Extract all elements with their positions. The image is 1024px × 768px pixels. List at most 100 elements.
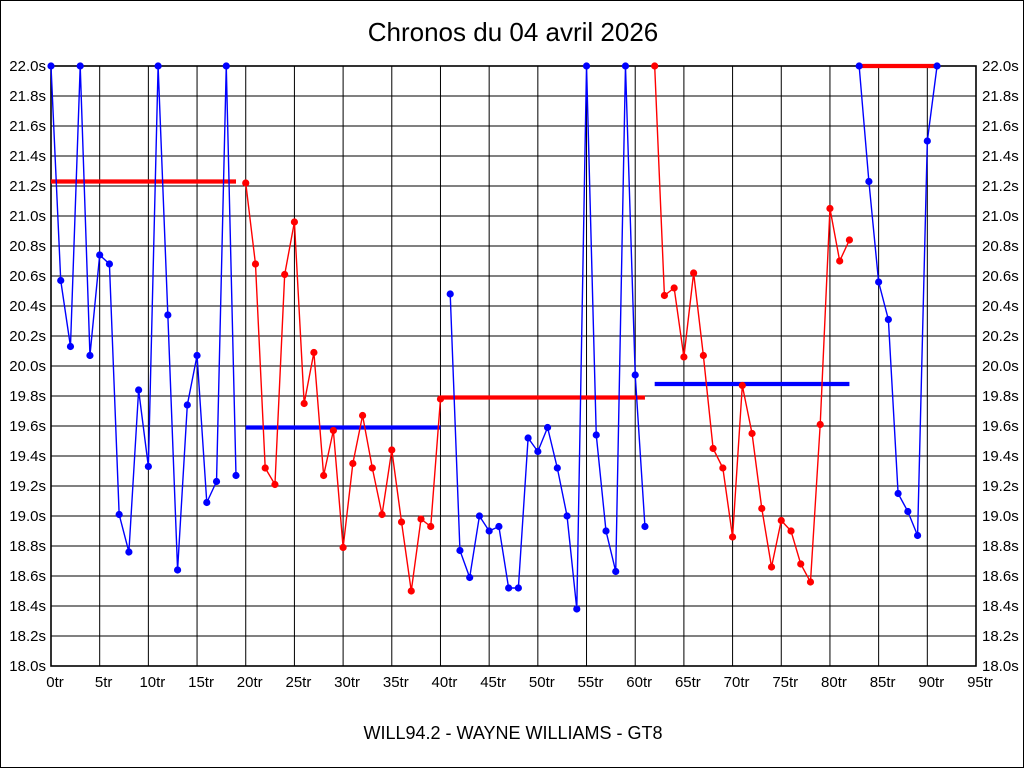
y-axis-labels-right: 22.0s 21.8s 21.6s 21.4s 21.2s 21.0s 20.8s 20.6s… xyxy=(982,58,1019,675)
lap-point xyxy=(884,315,892,324)
series-relais-2 xyxy=(242,179,445,595)
lap-point xyxy=(495,522,503,531)
lap-point xyxy=(125,548,133,556)
lap-point xyxy=(719,464,727,472)
svg-text:22.0s: 22.0s xyxy=(982,58,1019,75)
lap-point xyxy=(212,477,221,486)
svg-text:21.4s: 21.4s xyxy=(982,148,1019,165)
lap-point xyxy=(836,257,844,265)
lap-point xyxy=(904,507,912,516)
svg-text:18.0s: 18.0s xyxy=(982,658,1019,675)
svg-text:20tr: 20tr xyxy=(237,674,263,691)
lap-point xyxy=(397,518,406,526)
lap-point xyxy=(281,270,289,279)
lap-point xyxy=(806,578,815,586)
lap-point xyxy=(699,351,707,360)
svg-text:15tr: 15tr xyxy=(188,674,214,691)
lap-point xyxy=(767,563,776,571)
svg-text:19.8s: 19.8s xyxy=(9,388,46,405)
svg-text:21.0s: 21.0s xyxy=(982,208,1019,225)
lap-point xyxy=(47,62,55,70)
series-relais-4 xyxy=(651,62,854,586)
svg-text:10tr: 10tr xyxy=(139,674,165,691)
plot-frame xyxy=(50,65,977,667)
lap-point xyxy=(787,527,795,535)
svg-text:0tr: 0tr xyxy=(46,674,64,691)
page-title: Chronos du 04 avril 2026 xyxy=(367,17,659,47)
svg-text:20.4s: 20.4s xyxy=(982,298,1019,315)
lap-point xyxy=(203,498,211,507)
lap-point xyxy=(339,543,347,552)
lap-point xyxy=(592,431,600,439)
svg-text:45tr: 45tr xyxy=(480,674,506,691)
lap-point xyxy=(728,533,737,541)
svg-text:21.0s: 21.0s xyxy=(9,208,46,225)
svg-text:20.6s: 20.6s xyxy=(9,268,46,285)
lap-point xyxy=(407,587,415,595)
svg-text:21.6s: 21.6s xyxy=(9,118,46,135)
lap-point xyxy=(105,260,114,268)
lap-point xyxy=(242,179,250,187)
lap-point xyxy=(115,510,123,519)
svg-text:21.2s: 21.2s xyxy=(982,178,1019,195)
svg-text:35tr: 35tr xyxy=(383,674,409,691)
svg-text:21.8s: 21.8s xyxy=(982,88,1019,105)
lap-point xyxy=(86,351,94,360)
svg-text:22.0s: 22.0s xyxy=(9,58,46,75)
lap-point xyxy=(310,348,318,357)
lap-point xyxy=(261,464,269,472)
svg-text:18.8s: 18.8s xyxy=(9,538,46,555)
lap-point xyxy=(349,459,357,468)
lap-point xyxy=(514,584,522,592)
lap-point xyxy=(154,62,162,70)
relais-3-line xyxy=(449,65,646,610)
lap-point xyxy=(641,522,649,531)
svg-text:20.2s: 20.2s xyxy=(9,328,46,345)
svg-text:40tr: 40tr xyxy=(432,674,458,691)
svg-text:70tr: 70tr xyxy=(724,674,750,691)
lap-point xyxy=(57,276,65,285)
svg-text:19.6s: 19.6s xyxy=(982,418,1019,435)
lap-point xyxy=(436,395,445,403)
svg-text:18.6s: 18.6s xyxy=(9,568,46,585)
lap-point xyxy=(446,290,454,298)
svg-text:20.6s: 20.6s xyxy=(982,268,1019,285)
svg-text:18.0s: 18.0s xyxy=(9,658,46,675)
lap-point xyxy=(621,62,630,70)
lap-point xyxy=(933,62,941,70)
lap-point xyxy=(777,516,785,525)
svg-text:19.4s: 19.4s xyxy=(982,448,1019,465)
lap-point xyxy=(524,434,532,442)
lap-point xyxy=(670,284,678,292)
lap-point xyxy=(475,512,484,520)
lap-point xyxy=(290,218,299,226)
lap-point xyxy=(709,444,717,453)
lap-point xyxy=(485,527,493,535)
lap-point xyxy=(368,464,376,472)
lap-point xyxy=(855,62,863,70)
y-axis-labels-left: 22.0s 21.8s 21.6s 21.4s 21.2s 21.0s 20.8s 20.6s… xyxy=(9,58,46,675)
svg-text:20.4s: 20.4s xyxy=(9,298,46,315)
series-relais-3 xyxy=(446,62,649,613)
lap-point xyxy=(651,62,659,70)
svg-text:75tr: 75tr xyxy=(772,674,798,691)
lap-point xyxy=(680,353,688,361)
lap-point xyxy=(865,177,873,186)
lap-point xyxy=(183,401,191,409)
lap-point xyxy=(251,260,260,268)
lap-point xyxy=(329,426,337,435)
svg-text:21.8s: 21.8s xyxy=(9,88,46,105)
svg-text:18.8s: 18.8s xyxy=(982,538,1019,555)
relais-5-line xyxy=(858,65,938,536)
lap-point xyxy=(582,62,591,70)
svg-text:5tr: 5tr xyxy=(95,674,113,691)
lap-point xyxy=(845,236,854,244)
svg-text:19.6s: 19.6s xyxy=(9,418,46,435)
lap-point xyxy=(427,522,435,531)
lap-point xyxy=(164,311,172,319)
svg-text:19.2s: 19.2s xyxy=(9,478,46,495)
lap-point xyxy=(173,566,182,574)
lap-point xyxy=(144,462,152,471)
lap-point xyxy=(816,420,824,429)
